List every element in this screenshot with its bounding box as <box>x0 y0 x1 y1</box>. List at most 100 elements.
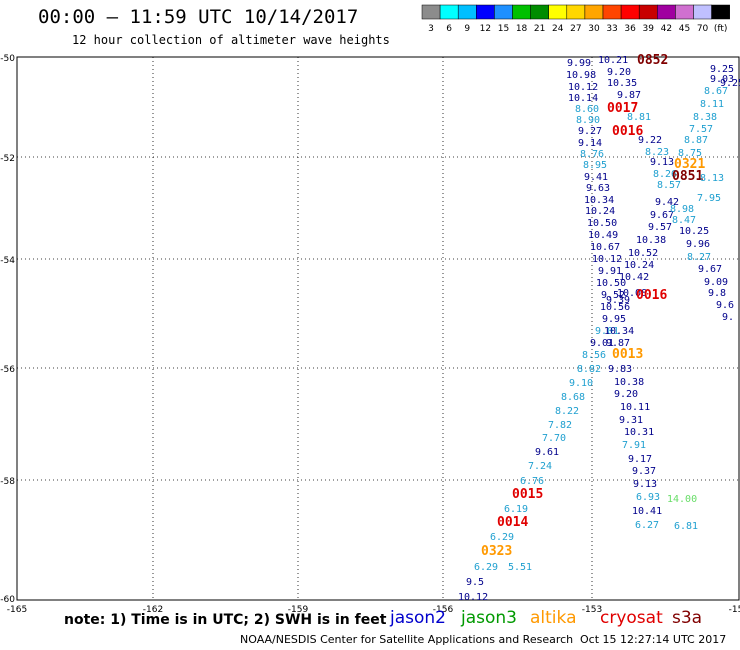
wave-height-point: 8.27 <box>687 252 711 263</box>
wave-height-point: 9.91 <box>598 266 622 277</box>
wave-height-point: 9.96 <box>686 239 710 250</box>
pass-time-label: 0851 <box>672 169 703 184</box>
wave-height-point: 8.60 <box>575 104 599 115</box>
wave-height-point: 8.38 <box>693 112 717 123</box>
pass-time-label: 0321 <box>674 157 705 172</box>
wave-height-point: 9.13 <box>633 479 657 490</box>
colorbar-label: 18 <box>516 24 528 34</box>
wave-height-point: 6.19 <box>504 504 528 515</box>
legend-altika: altika <box>530 608 577 628</box>
wave-height-point: 9.61 <box>535 447 559 458</box>
wave-height-point: 8.56 <box>582 350 606 361</box>
colorbar-label: (ft) <box>714 24 728 34</box>
colorbar-swatch <box>675 4 694 20</box>
wave-height-point: 9.14 <box>578 138 602 149</box>
pass-time-label: 0015 <box>512 487 543 502</box>
wave-height-point: 10.24 <box>585 206 615 217</box>
wave-height-point: 7.95 <box>697 193 721 204</box>
wave-height-point: 7.91 <box>622 440 646 451</box>
wave-height-point: 9.01 <box>595 326 619 337</box>
wave-height-point: 9.57 <box>648 222 672 233</box>
plot-frame <box>16 56 740 601</box>
wave-height-point: 9.87 <box>617 90 641 101</box>
pass-time-label: 0016 <box>612 124 643 139</box>
pass-time-label: 0013 <box>612 347 643 362</box>
wave-height-point: 9.22 <box>638 135 662 146</box>
wave-height-point: 10.34 <box>604 326 634 337</box>
wave-height-point: 9.09 <box>704 277 728 288</box>
wave-height-point: 9.37 <box>632 466 656 477</box>
pass-time-label: 0014 <box>497 515 528 530</box>
wave-height-point: 9.5 <box>466 577 484 588</box>
wave-height-point: 9.6 <box>716 300 734 311</box>
wave-height-point: 9.31 <box>619 415 643 426</box>
colorbar-swatch <box>693 4 712 20</box>
lon-label: -165 <box>7 605 27 615</box>
lon-label: -153 <box>582 605 602 615</box>
wave-height-point: 9.67 <box>650 210 674 221</box>
wave-height-point: 9.20 <box>614 389 638 400</box>
wave-height-point: 10.21 <box>598 55 628 66</box>
footer-credit: NOAA/NESDIS Center for Satellite Applica… <box>240 633 574 646</box>
lon-label: -15 <box>729 605 740 615</box>
wave-height-point: 10.11 <box>620 402 650 413</box>
wave-height-point: 9.17 <box>628 454 652 465</box>
lon-label: -156 <box>433 605 454 615</box>
wave-height-point: 8.95 <box>583 160 607 171</box>
wave-height-point: 7.24 <box>528 461 552 472</box>
wave-height-point: 10.14 <box>568 93 598 104</box>
gridlines <box>17 57 739 600</box>
wave-height-point: 10.38 <box>614 377 644 388</box>
colorbar-label: 12 <box>480 24 491 34</box>
lat-label: -58 <box>0 477 15 487</box>
wave-height-point: 6.27 <box>635 520 659 531</box>
wave-height-point: 10.38 <box>636 235 666 246</box>
wave-height-point: 10.56 <box>600 302 630 313</box>
colorbar-label: 21 <box>534 24 545 34</box>
colorbar-label: 45 <box>679 24 690 34</box>
wave-height-point: 7.82 <box>548 420 572 431</box>
wave-height-point: 9.20 <box>607 67 631 78</box>
legend-jason3: jason3 <box>461 608 517 628</box>
wave-height-point: 9.39 <box>606 295 630 306</box>
wave-height-point: 8.22 <box>555 406 579 417</box>
wave-height-point: 8.67 <box>704 86 728 97</box>
wave-height-point: 10.42 <box>619 272 649 283</box>
wave-height-point: 10.34 <box>584 195 614 206</box>
wave-height-point: 8.68 <box>561 392 585 403</box>
wave-height-point: 8.76 <box>580 149 604 160</box>
lat-label: -52 <box>0 154 15 164</box>
wave-height-point: 8.26 <box>653 169 677 180</box>
pass-time-label: 0852 <box>637 53 668 68</box>
colorbar-label: 9 <box>464 24 470 34</box>
lat-label: -50 <box>0 54 15 64</box>
colorbar-label: 42 <box>661 24 672 34</box>
colorbar-swatch <box>476 4 495 20</box>
wave-height-point: 6.93 <box>636 492 660 503</box>
wave-height-point: 9.25 <box>720 78 740 89</box>
colorbar-swatch <box>566 4 586 20</box>
colorbar-swatch <box>638 4 658 20</box>
colorbar-label: 24 <box>552 24 564 34</box>
colorbar-swatch <box>711 4 730 20</box>
colorbar-swatch <box>457 4 477 20</box>
note-text: note: 1) Time is in UTC; 2) SWH is in fe… <box>64 612 387 628</box>
wave-height-point: 10.67 <box>590 242 620 253</box>
wave-height-point: 6.29 <box>490 532 514 543</box>
wave-height-point: 8.13 <box>700 173 724 184</box>
colorbar-swatch <box>620 4 640 20</box>
colorbar-label: 3 <box>428 24 434 34</box>
wave-height-point: 7.70 <box>542 433 566 444</box>
wave-height-point: 10.12 <box>458 592 488 603</box>
wave-height-point: 8.47 <box>672 215 696 226</box>
wave-height-point: 9.67 <box>698 264 722 275</box>
wave-height-point: 9.87 <box>606 338 630 349</box>
colorbar: 3 6 9 12 15 18 21 24 27 30 33 36 39 42 45 70 (ft) <box>421 4 730 34</box>
colorbar-label: 39 <box>643 24 655 34</box>
wave-height-point: 9.27 <box>578 126 602 137</box>
wave-height-point: 8.81 <box>627 112 651 123</box>
colorbar-swatch <box>584 4 604 20</box>
wave-height-point: 10.12 <box>592 254 622 265</box>
lat-label: -54 <box>0 256 15 266</box>
